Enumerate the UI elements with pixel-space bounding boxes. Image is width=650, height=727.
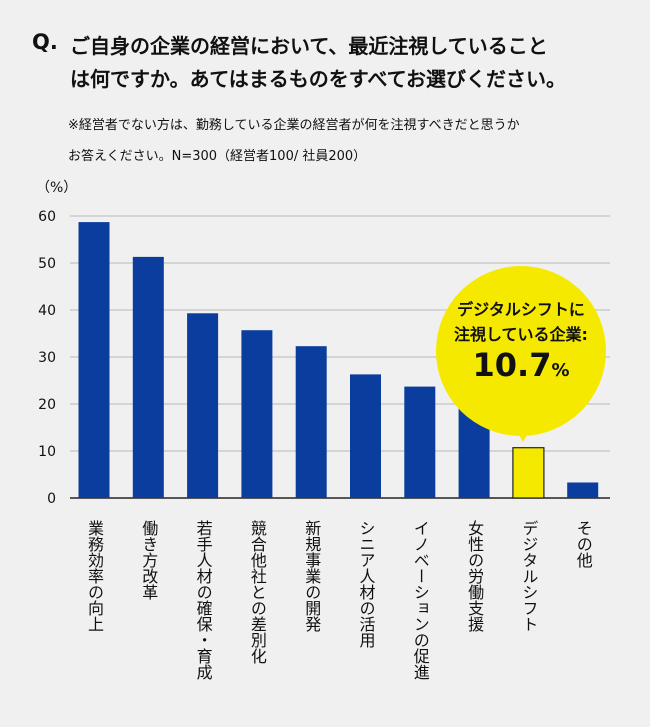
bar-7 <box>404 386 436 498</box>
callout-circle <box>436 266 606 436</box>
question-mark: Q. <box>32 30 58 54</box>
y-tick-labels: 0 10 20 30 40 50 60 <box>38 209 56 507</box>
y-tick-label: 30 <box>38 350 56 366</box>
question-line-2: は何ですか。あてはまるものをすべてお選びください。 <box>70 67 566 91</box>
y-tick-label: 20 <box>38 397 56 413</box>
category-label: 若手人材の確保・育成 <box>193 520 213 680</box>
category-label: 競合他社との差別化 <box>247 520 267 664</box>
y-tick-label: 50 <box>38 256 56 272</box>
note-line-2: お答えください。N=300（経営者100/ 社員200） <box>68 149 367 164</box>
y-tick-label: 0 <box>47 491 56 507</box>
y-tick-label: 40 <box>38 303 56 319</box>
callout-line-2: 注視している企業: <box>454 325 588 344</box>
callout-unit: % <box>551 360 570 381</box>
callout-line-1: デジタルシフトに <box>457 300 585 319</box>
bar-3 <box>187 313 219 498</box>
y-axis-unit: （%） <box>36 180 77 196</box>
category-label: 女性の労働支援 <box>465 520 485 632</box>
highlight-callout: デジタルシフトに 注視している企業: 10.7% <box>436 266 606 442</box>
bars <box>78 222 599 499</box>
question-line-1: ご自身の企業の経営において、最近注視していること <box>70 34 548 58</box>
callout-pointer <box>513 424 533 442</box>
category-label: シニア人材の活用 <box>356 520 376 648</box>
category-label: 業務効率の向上 <box>85 520 104 632</box>
bar-10 <box>567 482 599 498</box>
bar-1 <box>78 222 110 499</box>
bar-2 <box>132 256 164 498</box>
callout-value: 10.7 <box>472 346 552 384</box>
callout-value-line: 10.7% <box>436 346 606 384</box>
y-tick-label: 60 <box>38 209 56 225</box>
category-label: 新規事業の開発 <box>302 520 322 632</box>
category-label: その他 <box>573 520 593 568</box>
note-line-1: ※経営者でない方は、勤務している企業の経営者が何を注視すべきだと思うか <box>68 118 520 133</box>
category-label: 働き方改革 <box>139 520 159 600</box>
bar-9 <box>512 447 545 499</box>
category-label: イノベーションの促進 <box>410 520 430 680</box>
bar-4 <box>241 330 273 498</box>
bar-5 <box>295 346 327 498</box>
y-tick-label: 10 <box>38 444 56 460</box>
bar-6 <box>350 374 381 498</box>
category-label: デジタルシフト <box>519 520 539 632</box>
